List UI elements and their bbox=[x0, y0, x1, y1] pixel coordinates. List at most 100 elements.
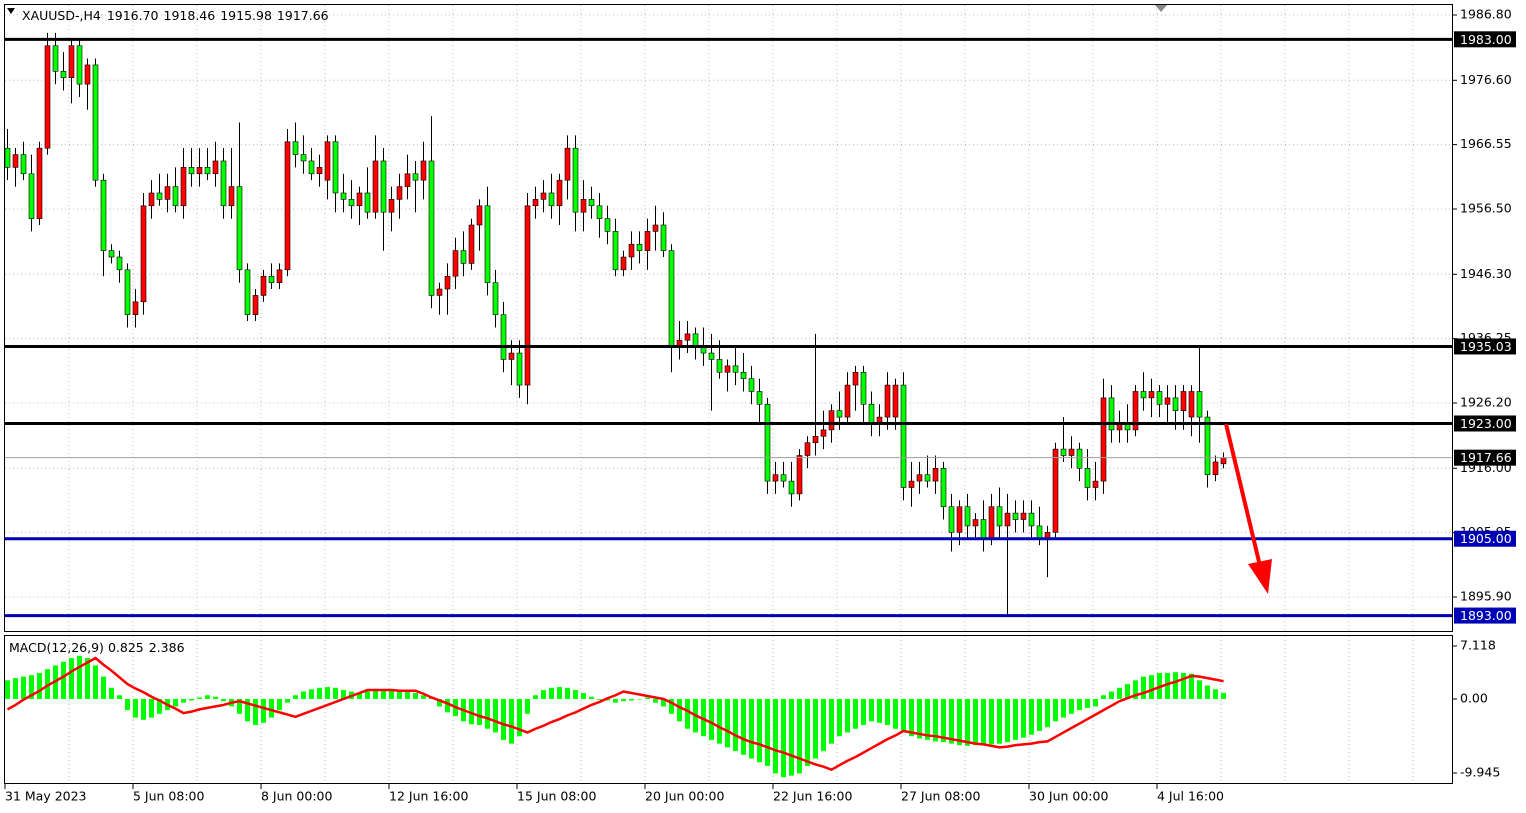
close-label: 1917.66 bbox=[277, 8, 329, 23]
candle-body bbox=[540, 192, 547, 200]
candle-body bbox=[980, 519, 987, 540]
candle-body bbox=[948, 506, 955, 533]
candle-body bbox=[380, 160, 387, 213]
macd-bar bbox=[405, 691, 410, 699]
candle-body bbox=[348, 199, 355, 207]
candle-body bbox=[1036, 525, 1043, 540]
candle-body bbox=[500, 314, 507, 360]
macd-bar bbox=[29, 675, 34, 699]
macd-bar bbox=[861, 698, 866, 726]
candle-body bbox=[820, 429, 827, 437]
macd-bar bbox=[285, 698, 290, 703]
candle-body bbox=[1172, 397, 1179, 411]
candle-body bbox=[572, 147, 579, 213]
candle-body bbox=[588, 199, 595, 207]
candle-body bbox=[532, 199, 539, 207]
bid-label-bg bbox=[1454, 449, 1516, 466]
macd-bar bbox=[485, 698, 490, 729]
macd-bar bbox=[1221, 692, 1226, 699]
macd-bar bbox=[893, 698, 898, 729]
candle-body bbox=[1164, 397, 1171, 405]
macd-bar bbox=[261, 698, 266, 723]
macd-bar bbox=[877, 698, 882, 723]
candle-body bbox=[756, 391, 763, 405]
macd-bar bbox=[509, 698, 514, 744]
macd-bar bbox=[869, 698, 874, 722]
macd-bar bbox=[5, 680, 10, 699]
candle-body bbox=[956, 506, 963, 533]
candle-body bbox=[668, 250, 675, 347]
candle-body bbox=[244, 269, 251, 315]
macd-bar bbox=[1213, 689, 1218, 699]
candle-body bbox=[916, 474, 923, 482]
candle-body bbox=[468, 224, 475, 264]
candle-body bbox=[852, 371, 859, 386]
candle-body bbox=[1220, 457, 1227, 465]
macd-bar bbox=[957, 698, 962, 746]
macd-bar bbox=[101, 676, 106, 699]
bid-label: 1917.66 bbox=[1460, 450, 1512, 465]
macd-bar bbox=[1141, 676, 1146, 699]
macd-bar bbox=[829, 698, 834, 744]
macd-bar bbox=[821, 698, 826, 752]
candle-body bbox=[764, 403, 771, 482]
forecast-arrow-shaft bbox=[1224, 423, 1263, 571]
candle-body bbox=[324, 141, 331, 181]
macd-bar bbox=[917, 698, 922, 739]
macd-bar bbox=[1069, 698, 1074, 714]
candle-body bbox=[444, 275, 451, 290]
candle-body bbox=[84, 64, 91, 85]
x-tick-label: 12 Jun 16:00 bbox=[389, 789, 468, 804]
macd-bar bbox=[1037, 698, 1042, 731]
macd-bar bbox=[93, 665, 98, 699]
macd-bar bbox=[37, 672, 42, 699]
candle-body bbox=[692, 333, 699, 347]
macd-bar bbox=[189, 698, 194, 701]
x-tick-label: 15 Jun 08:00 bbox=[517, 789, 596, 804]
candle-body bbox=[284, 141, 291, 271]
macd-bar bbox=[237, 698, 242, 714]
macd-bar bbox=[45, 669, 50, 699]
candle-body bbox=[1004, 512, 1011, 527]
candle-body bbox=[564, 147, 571, 181]
macd-panel-frame bbox=[4, 635, 1453, 784]
macd-bar bbox=[325, 687, 330, 699]
macd-bar bbox=[613, 698, 618, 703]
candle-body bbox=[148, 192, 155, 207]
macd-bar bbox=[517, 698, 522, 737]
macd-bar bbox=[597, 698, 602, 700]
macd-bar bbox=[365, 691, 370, 699]
macd-bar bbox=[717, 698, 722, 744]
macd-bar bbox=[989, 698, 994, 745]
candle-body bbox=[404, 173, 411, 187]
candle-body bbox=[68, 45, 75, 79]
macd-bar bbox=[565, 687, 570, 699]
candle-body bbox=[772, 474, 779, 482]
macd-bar bbox=[437, 698, 442, 707]
macd-bar bbox=[1101, 695, 1106, 699]
macd-bar bbox=[621, 698, 626, 702]
candle-body bbox=[652, 224, 659, 232]
macd-bar bbox=[749, 698, 754, 759]
macd-bar bbox=[269, 698, 274, 718]
macd-bar bbox=[317, 687, 322, 699]
candle-body bbox=[780, 474, 787, 482]
candle-body bbox=[332, 141, 339, 194]
candle-body bbox=[492, 282, 499, 315]
candle-body bbox=[236, 186, 243, 271]
macd-bar bbox=[205, 695, 210, 699]
macd-bar bbox=[501, 698, 506, 740]
candle-body bbox=[1020, 512, 1027, 520]
macd-bar bbox=[213, 696, 218, 699]
macd-bar bbox=[901, 698, 906, 733]
candle-body bbox=[988, 506, 995, 540]
candle-body bbox=[484, 205, 491, 283]
macd-bar bbox=[197, 697, 202, 699]
candle-body bbox=[156, 192, 163, 200]
candle-body bbox=[172, 186, 179, 207]
chart-header: XAUUSD-,H4 1916.70 1918.46 1915.98 1917.66 bbox=[22, 8, 329, 23]
x-tick-label: 22 Jun 16:00 bbox=[773, 789, 852, 804]
macd-bar bbox=[645, 697, 650, 699]
